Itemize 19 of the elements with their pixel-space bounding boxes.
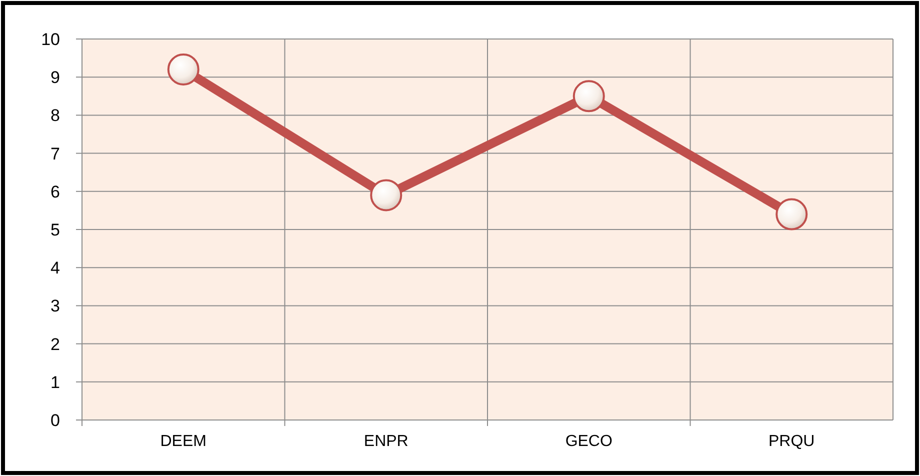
y-tick-label: 7	[50, 144, 60, 164]
y-tick-label: 0	[50, 410, 60, 430]
x-tick-label: ENPR	[364, 433, 408, 450]
point	[572, 80, 605, 112]
y-tick-label: 8	[50, 106, 60, 126]
point	[776, 198, 808, 230]
y-tick-label: 1	[50, 372, 60, 392]
point	[167, 53, 200, 86]
y-tick-label: 10	[41, 30, 60, 49]
y-tick-label: 5	[50, 220, 60, 240]
x-tick-label: DEEM	[160, 433, 206, 450]
x-tick-label: PRQU	[768, 433, 815, 450]
y-tick-label: 3	[50, 296, 60, 316]
point	[370, 179, 402, 212]
x-tick-label: GECO	[565, 433, 612, 450]
y-tick-label: 2	[50, 334, 60, 354]
y-tick-label: 9	[50, 68, 60, 88]
y-tick-label: 6	[50, 182, 60, 202]
y-tick-label: 4	[50, 258, 60, 278]
